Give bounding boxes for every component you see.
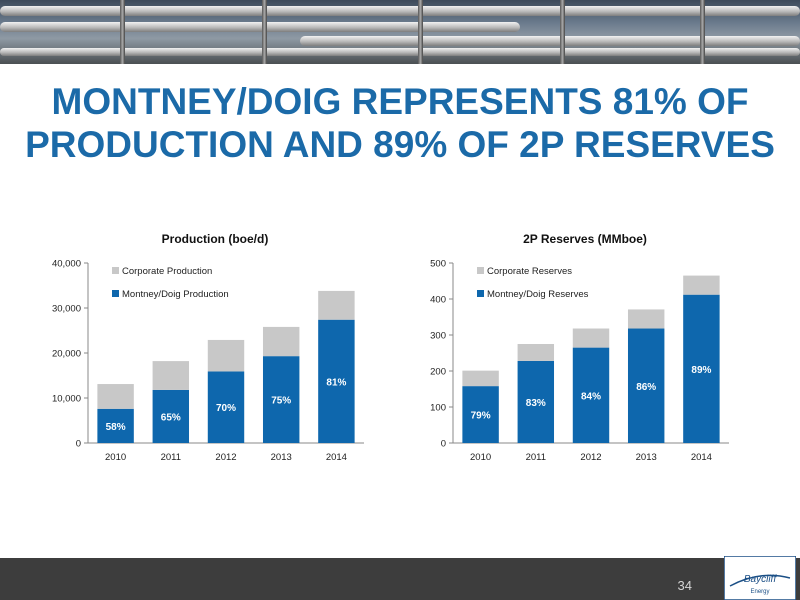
reserves-x-tick-label: 2013 (636, 452, 657, 463)
production-bar-corporate (262, 326, 300, 357)
reserves-y-tick-label: 100 (430, 403, 446, 414)
production-data-label: 81% (326, 377, 346, 388)
production-bar-corporate (97, 384, 134, 409)
production-x-tick-label: 2010 (105, 452, 126, 463)
reserves-legend-label-corporate: Corporate Reserves (487, 266, 572, 277)
reserves-x-tick-label: 2011 (526, 452, 546, 463)
production-data-label: 58% (106, 422, 126, 433)
reserves-data-label: 79% (471, 411, 491, 422)
reserves-x-tick-label: 2010 (470, 452, 491, 463)
reserves-chart-title: 2P Reserves (MMboe) (523, 232, 647, 246)
production-bar-montney-doig (318, 319, 355, 443)
reserves-y-tick-label: 500 (430, 259, 446, 270)
reserves-bar-corporate (517, 344, 555, 361)
header-banner-photo (0, 0, 800, 64)
production-x-tick-label: 2012 (215, 452, 236, 463)
reserves-legend-swatch-corporate (477, 267, 484, 274)
reserves-bar-montney-doig (462, 386, 499, 443)
reserves-bar-corporate (462, 370, 499, 387)
reserves-x-tick-label: 2012 (580, 452, 601, 463)
production-x-tick-label: 2014 (326, 452, 347, 463)
reserves-bar-corporate (572, 328, 610, 348)
reserves-legend-swatch-montney-doig (477, 290, 484, 297)
reserves-bar-montney-doig (683, 294, 720, 443)
production-bar-montney-doig (207, 371, 245, 443)
reserves-bar-corporate (683, 275, 720, 295)
production-data-label: 65% (161, 412, 181, 423)
reserves-chart: 0 100 200 300 400 500 79% 2010 83% 2011 84% 2012 86%… (430, 259, 729, 463)
reserves-x-tick-label: 2014 (691, 452, 712, 463)
production-bar-corporate (318, 290, 355, 320)
production-x-tick-label: 2013 (271, 452, 292, 463)
reserves-bar-montney-doig (627, 328, 665, 443)
reserves-data-label: 84% (581, 391, 601, 402)
reserves-legend-label-montney-doig: Montney/Doig Reserves (487, 289, 589, 300)
svg-text:Energy: Energy (750, 589, 769, 595)
production-bar-montney-doig (152, 389, 190, 443)
production-bar-montney-doig (262, 356, 300, 443)
production-chart: 0 10,000 20,000 30,000 40,000 58% 2010 65% 2011 7… (52, 259, 364, 463)
production-bar-montney-doig (97, 408, 134, 443)
company-logo: Baycliff Energy (724, 556, 796, 600)
production-data-label: 70% (216, 403, 236, 414)
reserves-y-tick-label: 400 (430, 295, 446, 306)
production-y-tick-label: 20,000 (52, 349, 81, 360)
production-y-tick-label: 0 (76, 439, 81, 450)
production-bar-corporate (207, 339, 245, 372)
production-y-tick-label: 30,000 (52, 304, 81, 315)
reserves-data-label: 86% (636, 382, 656, 393)
production-bar-corporate (152, 361, 190, 390)
reserves-bar-corporate (627, 309, 665, 329)
footer-bar (0, 558, 800, 600)
production-legend-label-montney-doig: Montney/Doig Production (122, 289, 229, 300)
reserves-data-label: 89% (691, 365, 711, 376)
reserves-y-tick-label: 300 (430, 331, 446, 342)
production-legend-swatch-corporate (112, 267, 119, 274)
reserves-y-tick-label: 200 (430, 367, 446, 378)
reserves-data-label: 83% (526, 398, 546, 409)
page-number: 34 (677, 578, 692, 593)
production-legend-label-corporate: Corporate Production (122, 266, 212, 277)
slide-title: MONTNEY/DOIG REPRESENTS 81% OF PRODUCTIO… (25, 81, 775, 165)
reserves-bar-montney-doig (572, 347, 610, 443)
reserves-bar-montney-doig (517, 360, 555, 443)
production-legend-swatch-montney-doig (112, 290, 119, 297)
production-y-tick-label: 40,000 (52, 259, 81, 270)
reserves-y-tick-label: 0 (441, 439, 446, 450)
svg-text:Baycliff: Baycliff (744, 574, 777, 585)
production-chart-title: Production (boe/d) (161, 232, 269, 246)
production-x-tick-label: 2011 (161, 452, 181, 463)
production-data-label: 75% (271, 396, 291, 407)
production-y-tick-label: 10,000 (52, 394, 81, 405)
